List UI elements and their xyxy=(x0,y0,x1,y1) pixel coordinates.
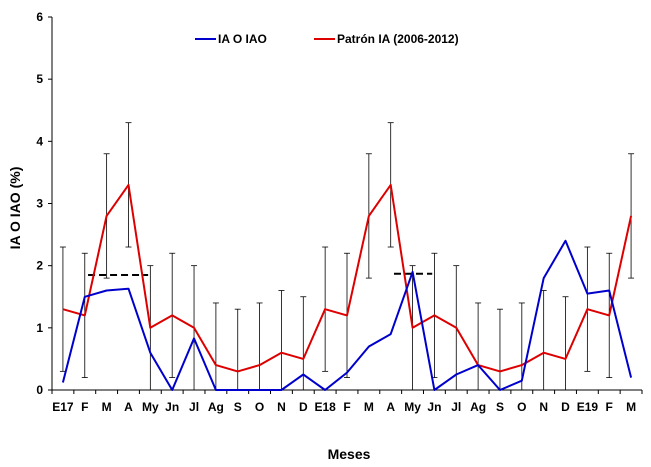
y-tick-label: 1 xyxy=(36,321,43,335)
x-tick-label: S xyxy=(496,400,504,414)
x-tick-label: E18 xyxy=(314,400,336,414)
error-bars-group xyxy=(59,122,635,391)
legend-label-patron-ia: Patrón IA (2006-2012) xyxy=(337,32,459,46)
x-tick-label: M xyxy=(364,400,374,414)
x-tick-label: A xyxy=(386,400,395,414)
x-axis-title: Meses xyxy=(328,446,371,462)
y-tick-label: 6 xyxy=(36,10,43,24)
x-tick-label: Ag xyxy=(470,400,486,414)
y-axis-title: IA O IAO (%) xyxy=(7,167,23,250)
x-tick-label: D xyxy=(561,400,570,414)
y-tick-label: 3 xyxy=(36,197,43,211)
x-tick-label: My xyxy=(404,400,421,414)
legend: IA O IAO Patrón IA (2006-2012) xyxy=(195,32,459,46)
y-tick-label: 4 xyxy=(36,134,43,148)
y-tick-label: 5 xyxy=(36,72,43,86)
axes-group xyxy=(48,16,643,394)
x-tick-label: O xyxy=(255,400,264,414)
x-tick-label: My xyxy=(142,400,159,414)
x-tick-label: E19 xyxy=(577,400,599,414)
x-tick-label: S xyxy=(234,400,242,414)
legend-label-ia-o-iao: IA O IAO xyxy=(218,32,267,46)
x-tick-label: O xyxy=(517,400,526,414)
x-tick-label: F xyxy=(81,400,88,414)
y-tick-label: 0 xyxy=(36,383,43,397)
x-tick-label: D xyxy=(299,400,308,414)
x-tick-label: N xyxy=(277,400,286,414)
reference-lines-group xyxy=(88,272,433,276)
x-tick-label: Jn xyxy=(427,400,441,414)
y-tick-label: 2 xyxy=(36,259,43,273)
x-tick-label: M xyxy=(626,400,636,414)
x-tick-label: Jn xyxy=(165,400,179,414)
series-line-ia-o-iao xyxy=(61,239,633,391)
x-tick-label: Jl xyxy=(451,400,461,414)
x-tick-label: E17 xyxy=(52,400,74,414)
x-tick-label: F xyxy=(606,400,613,414)
series-lines-group xyxy=(61,183,633,391)
x-tick-label: Jl xyxy=(189,400,199,414)
x-tick-label: A xyxy=(124,400,133,414)
x-tick-label: F xyxy=(343,400,350,414)
x-tick-label: N xyxy=(539,400,548,414)
series-line-patron-ia xyxy=(62,183,633,373)
x-tick-label: M xyxy=(102,400,112,414)
x-tick-label: Ag xyxy=(208,400,224,414)
